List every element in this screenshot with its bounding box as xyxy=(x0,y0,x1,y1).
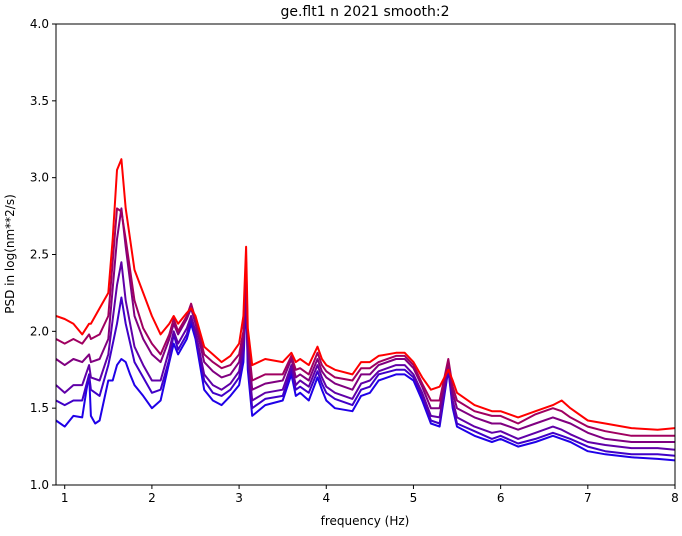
series-line-4 xyxy=(56,207,675,443)
x-tick-label: 4 xyxy=(322,491,330,505)
series-layer xyxy=(56,158,675,462)
x-tick-label: 7 xyxy=(584,491,592,505)
x-axis-label: frequency (Hz) xyxy=(321,514,410,528)
y-tick-label: 2.5 xyxy=(30,248,49,262)
x-tick-label: 8 xyxy=(671,491,679,505)
y-axis-label: PSD in log(nm**2/s) xyxy=(3,194,17,314)
y-tick-label: 4.0 xyxy=(30,17,49,31)
series-line-6 xyxy=(56,158,675,431)
x-tick-label: 2 xyxy=(148,491,156,505)
y-tick-label: 3.0 xyxy=(30,171,49,185)
x-tick-label: 1 xyxy=(61,491,69,505)
series-line-3 xyxy=(56,261,675,451)
x-tick-label: 6 xyxy=(497,491,505,505)
y-tick-label: 2.0 xyxy=(30,324,49,338)
series-line-1 xyxy=(56,296,675,462)
y-ticks: 1.0 1.5 2.0 2.5 3.0 3.5 4.0 xyxy=(30,17,56,492)
series-line-5 xyxy=(56,207,675,437)
x-tick-label: 5 xyxy=(410,491,418,505)
x-tick-label: 3 xyxy=(235,491,243,505)
y-tick-label: 3.5 xyxy=(30,94,49,108)
y-tick-label: 1.0 xyxy=(30,478,49,492)
y-tick-label: 1.5 xyxy=(30,401,49,415)
x-ticks: 1 2 3 4 5 6 7 8 xyxy=(61,485,679,505)
chart-title: ge.flt1 n 2021 smooth:2 xyxy=(280,4,449,20)
